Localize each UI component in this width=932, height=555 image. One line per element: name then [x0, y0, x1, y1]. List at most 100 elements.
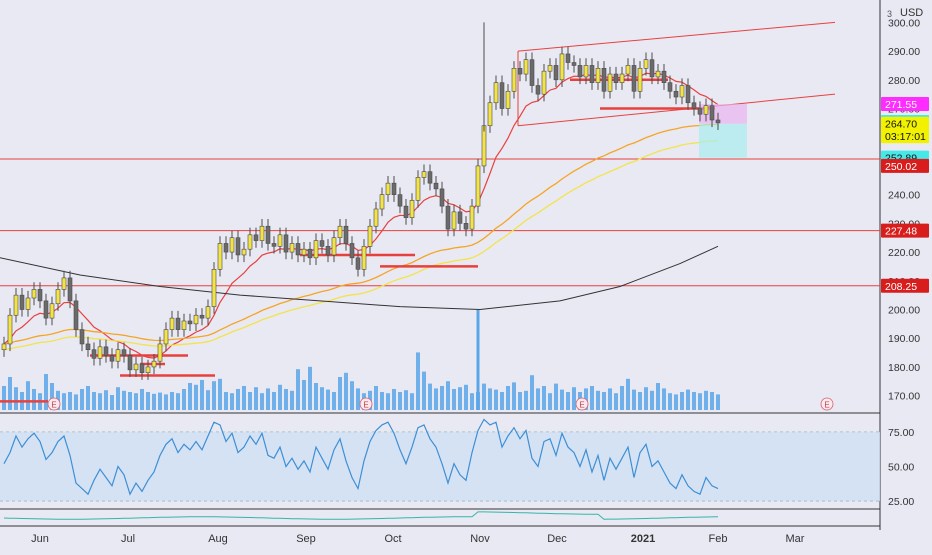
candle-body — [223, 243, 229, 253]
candle-body — [469, 205, 475, 230]
volume-bar — [542, 386, 546, 410]
volume-bar — [404, 390, 408, 410]
candle-body — [139, 363, 145, 373]
horizontal-levels — [0, 158, 880, 287]
earnings-marker-label: E — [51, 401, 56, 410]
volume-bar — [566, 392, 570, 410]
candle-body — [367, 225, 373, 247]
volume-bar — [572, 387, 576, 410]
candle-body — [427, 171, 433, 184]
volume-bar — [254, 387, 258, 410]
candle-body — [127, 355, 133, 371]
time-tick-label: Jun — [31, 533, 49, 545]
candle-body — [295, 243, 301, 256]
candle-body — [571, 62, 577, 66]
volume-bar — [494, 389, 498, 410]
volume-bar — [458, 387, 462, 410]
candle-body — [547, 65, 553, 72]
volume-bar — [170, 392, 174, 410]
price-tag — [881, 97, 929, 112]
volume-bar — [188, 383, 192, 410]
volume-bar — [338, 377, 342, 410]
earnings-marker-label: E — [824, 401, 829, 410]
price-tag — [881, 158, 929, 173]
volume-bar — [536, 388, 540, 410]
volume-bar — [620, 386, 624, 410]
candle-body — [703, 105, 709, 115]
candle-body — [391, 182, 397, 195]
volume-bar — [596, 390, 600, 410]
volume-bar — [488, 388, 492, 410]
volume-bar — [110, 395, 114, 410]
volume-bar — [422, 371, 426, 410]
volume-bar — [242, 386, 246, 410]
price-tick-label: 300.00 — [888, 17, 920, 29]
rsi-tick-label: 50.00 — [888, 461, 914, 473]
candle-body — [421, 171, 427, 178]
volume-bar — [554, 383, 558, 410]
volume-bar — [626, 378, 630, 410]
volume-bar — [26, 381, 30, 410]
candle-body — [619, 73, 625, 83]
candle-body — [493, 82, 499, 104]
volume-bar — [290, 390, 294, 410]
candle-body — [73, 300, 79, 330]
scale-mark: 3 — [887, 9, 892, 19]
volume-bar — [674, 394, 678, 410]
candle-body — [451, 211, 457, 230]
volume-bar — [482, 383, 486, 410]
candle-body — [463, 223, 469, 230]
volume-bar — [80, 389, 84, 410]
reward-box — [699, 123, 747, 158]
volume-bar — [416, 352, 420, 410]
candle-body — [319, 240, 325, 247]
candle-body — [25, 297, 31, 310]
candle-body — [661, 70, 667, 83]
candle-body — [583, 65, 589, 78]
volume-bar — [614, 393, 618, 410]
volume-bar — [716, 394, 720, 410]
candle-body — [13, 294, 19, 316]
volume-bar — [356, 388, 360, 410]
volume-bar — [146, 392, 150, 410]
candle-body — [505, 90, 511, 109]
volume-bar — [152, 393, 156, 410]
candle-body — [625, 65, 631, 75]
candle-body — [115, 349, 121, 362]
price-tag — [881, 116, 929, 131]
volume-bar — [644, 387, 648, 410]
candle-body — [709, 105, 715, 121]
volume-bar — [8, 377, 12, 410]
candle-body — [175, 317, 181, 330]
candle-body — [409, 200, 415, 218]
volume-bar — [224, 392, 228, 410]
candle-body — [679, 85, 685, 98]
candle-body — [61, 277, 67, 290]
candle-body — [49, 303, 55, 319]
volume-bar — [398, 392, 402, 410]
volume-bar — [182, 389, 186, 410]
candle-body — [169, 317, 175, 330]
candle-body — [265, 225, 271, 244]
channel-upper — [517, 21, 836, 52]
price-tick-label: 220.00 — [888, 247, 920, 259]
candle-body — [205, 306, 211, 319]
volume-bar — [164, 394, 168, 410]
volume-bar — [662, 388, 666, 410]
candle-body — [445, 205, 451, 230]
candle-body — [199, 314, 205, 319]
earnings-marker — [820, 397, 834, 411]
time-tick-label: Aug — [208, 533, 228, 545]
candle-body — [181, 320, 187, 330]
candle-body — [103, 346, 109, 356]
candle-body — [373, 208, 379, 227]
candle-body — [283, 234, 289, 253]
ema-long-line — [3, 139, 719, 351]
volume-bar — [344, 372, 348, 410]
volume-bar — [74, 394, 78, 410]
candle-body — [289, 243, 295, 253]
candle-body — [607, 73, 613, 92]
volume-bar — [128, 392, 132, 410]
